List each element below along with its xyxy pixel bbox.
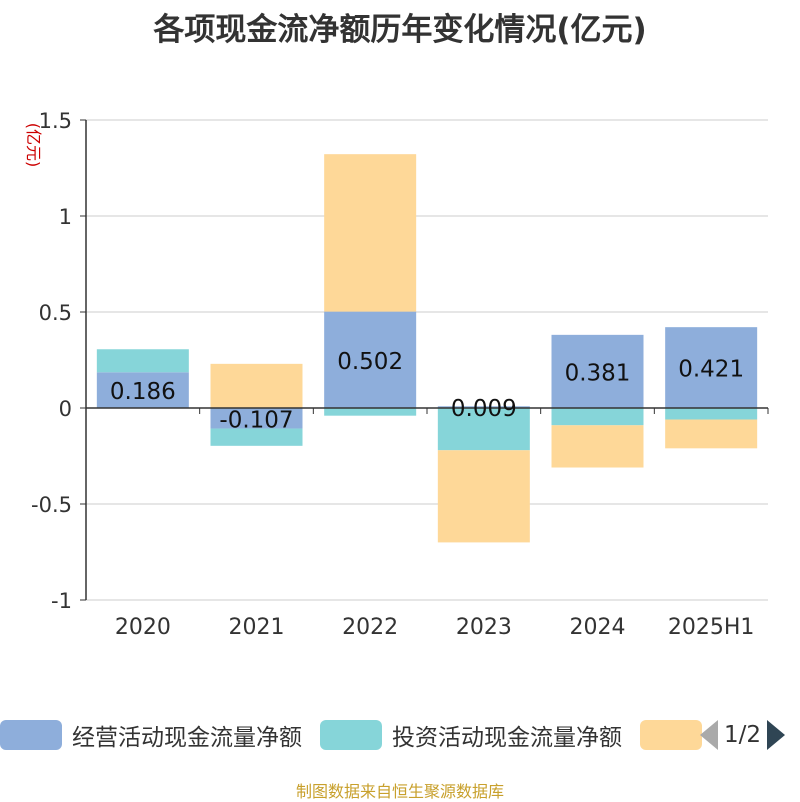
bar-segment-2 [437,408,530,451]
bar-segment-2 [210,428,303,446]
x-tick-label: 2022 [342,615,398,640]
bar-segment-3 [324,154,417,312]
bar-segment-1 [665,327,758,408]
legend-label-investing: 投资活动现金流量净额 [392,725,622,751]
data-label: 0.186 [110,379,176,405]
bar-segment-1 [551,334,644,408]
data-label: 0.009 [451,396,517,422]
bar-segment-1 [210,408,303,429]
data-label: -0.107 [219,407,293,433]
legend-swatch-financing [640,720,702,750]
y-tick-label: 0.5 [39,301,72,325]
y-tick-label: -0.5 [31,493,72,517]
chart-area: -1 -0.5 0 0.5 1 1.5(亿元) 0.186 -0.107 0.502 0.009 0… [24,109,769,640]
bar-segment-3 [437,450,530,543]
x-tick-label: 2025H1 [668,615,755,640]
y-axis-label: (亿元) [24,123,43,168]
x-tick-label: 2024 [570,615,626,640]
data-label: 0.502 [337,349,403,375]
bar-segment-2 [665,408,758,420]
y-tick-label: 1 [59,205,72,229]
legend-swatch-operating [0,720,62,750]
pager-prev-icon[interactable] [700,720,718,750]
x-tick-label: 2021 [229,615,285,640]
y-tick-label: 1.5 [39,109,72,133]
pager-text: 1/2 [724,722,762,748]
legend-pager: 1/2 [700,720,786,750]
bar-segment-2 [551,408,644,426]
data-label: 0.421 [678,357,744,383]
legend-item-investing[interactable]: 投资活动现金流量净额 [320,718,622,752]
bar-segment-1 [324,311,417,408]
chart-title: 各项现金流净额历年变化情况(亿元) [153,12,647,48]
bar-segment-3 [551,425,644,468]
data-source-note: 制图数据来自恒生聚源数据库 [295,782,504,801]
bar-segment-3 [665,419,758,449]
bar-segment-2 [324,408,417,416]
legend-label-operating: 经营活动现金流量净额 [72,725,302,751]
y-tick-label: -1 [51,589,72,613]
bar-segment-1 [96,372,189,408]
bar-segment-2 [96,349,189,373]
bar-segment-3 [210,363,303,408]
legend-item-operating[interactable]: 经营活动现金流量净额 [0,718,302,752]
legend: 经营活动现金流量净额 投资活动现金流量净额 [0,718,730,752]
x-tick-label: 2023 [456,615,512,640]
pager-next-icon[interactable] [767,720,786,750]
data-label: 0.381 [565,360,631,386]
legend-swatch-investing [320,720,382,750]
y-tick-label: 0 [59,397,72,421]
bar-segment-1 [437,406,530,408]
legend-item-financing[interactable] [640,720,712,750]
x-tick-label: 2020 [115,615,171,640]
